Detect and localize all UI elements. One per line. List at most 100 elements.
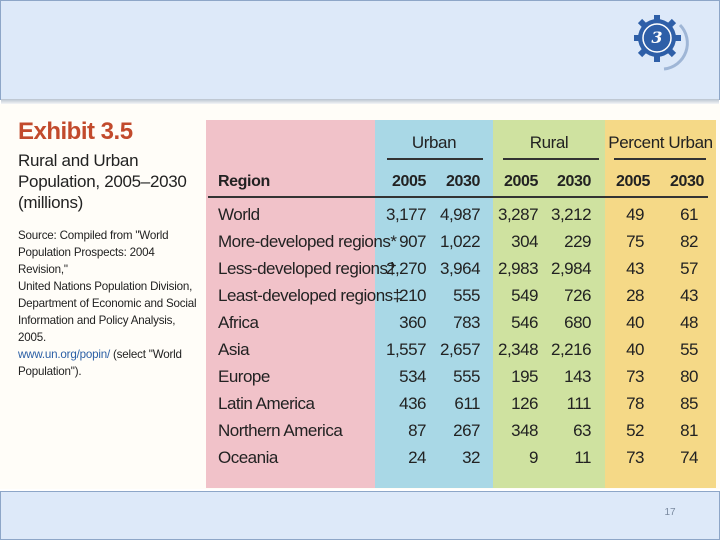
source-url-suffix: (select "World	[109, 348, 182, 361]
pct-2030-cell: 82	[680, 232, 698, 251]
table-row: World 3,177 4,987 3,287 3,212 49 61	[206, 205, 716, 232]
pct-2005-cell: 78	[626, 394, 644, 413]
region-cell: Northern America	[218, 421, 343, 440]
urban-2030-cell: 3,964	[440, 259, 481, 278]
table-row: More-developed regions* 907 1,022 304 22…	[206, 232, 716, 259]
rural-2005-cell: 549	[511, 286, 538, 305]
pct-2005-header: 2005	[616, 173, 650, 190]
rural-2030-cell: 143	[564, 367, 591, 386]
pct-2030-cell: 81	[680, 421, 698, 440]
region-cell: Least-developed regions‡	[218, 286, 402, 305]
urban-2005-cell: 210	[399, 286, 426, 305]
urban-2005-cell: 3,177	[386, 205, 427, 224]
percent-urban-column-bg	[605, 120, 716, 488]
rural-2005-header: 2005	[504, 173, 538, 190]
urban-2030-cell: 32	[462, 448, 480, 467]
slide-number: 3	[651, 28, 663, 47]
rural-2005-cell: 304	[511, 232, 538, 251]
urban-2005-cell: 2,270	[386, 259, 427, 278]
rural-header-rule	[503, 158, 599, 160]
pct-2005-cell: 28	[626, 286, 644, 305]
rural-2005-cell: 9	[529, 448, 538, 467]
table-row: Northern America 87 267 348 63 52 81	[206, 421, 716, 448]
source-url-line: www.un.org/popin/ (select "World	[18, 346, 204, 363]
pct-2030-cell: 43	[680, 286, 698, 305]
urban-2030-cell: 783	[453, 313, 480, 332]
table-row: Latin America 436 611 126 111 78 85	[206, 394, 716, 421]
urban-header-rule	[387, 158, 483, 160]
urban-2030-header: 2030	[446, 173, 480, 190]
rural-2005-cell: 3,287	[498, 205, 539, 224]
region-cell: Latin America	[218, 394, 315, 413]
population-table: Urban Rural Percent Urban Region 2005 20…	[206, 120, 716, 488]
table-row: Least-developed regions‡ 210 555 549 726…	[206, 286, 716, 313]
table-row: Oceania 24 32 9 11 73 74	[206, 448, 716, 475]
rural-2030-cell: 726	[564, 286, 591, 305]
gear-icon	[633, 14, 689, 71]
rural-2030-cell: 2,984	[551, 259, 592, 278]
rural-column-bg	[493, 120, 605, 488]
urban-2030-cell: 611	[454, 394, 480, 413]
source-url[interactable]: www.un.org/popin/	[18, 348, 110, 361]
slide-title-band	[0, 0, 720, 105]
region-cell: Less-developed regions†	[218, 259, 397, 278]
subtitle-line: Rural and Urban	[18, 151, 139, 170]
region-cell: World	[218, 205, 260, 224]
urban-2005-cell: 436	[399, 394, 426, 413]
region-cell: Europe	[218, 367, 270, 386]
exhibit-caption: Exhibit 3.5 Rural and Urban Population, …	[18, 118, 204, 380]
region-column-bg	[206, 120, 375, 488]
rural-2030-header: 2030	[557, 173, 591, 190]
source-line: United Nations Population Division,	[18, 280, 193, 293]
urban-2005-cell: 907	[399, 232, 426, 251]
subtitle-line: Population, 2005–2030	[18, 172, 187, 191]
header-separator	[208, 196, 708, 198]
source-line: Population").	[18, 365, 82, 378]
region-cell: Oceania	[218, 448, 278, 467]
subtitle-line: (millions)	[18, 193, 84, 212]
pct-2005-cell: 43	[626, 259, 644, 278]
region-cell: Africa	[218, 313, 259, 332]
rural-2030-cell: 2,216	[551, 340, 592, 359]
rural-2005-cell: 2,348	[498, 340, 539, 359]
urban-2030-cell: 555	[453, 367, 480, 386]
table-row: Africa 360 783 546 680 40 48	[206, 313, 716, 340]
rural-2005-cell: 348	[511, 421, 538, 440]
exhibit-title: Exhibit 3.5	[18, 118, 133, 145]
pct-2030-cell: 48	[680, 313, 698, 332]
slide-footer-band	[0, 491, 720, 540]
pct-2030-cell: 57	[680, 259, 698, 278]
pct-2005-cell: 73	[626, 448, 644, 467]
exhibit-subtitle: Rural and Urban Population, 2005–2030 (m…	[18, 150, 204, 213]
urban-2005-cell: 1,557	[386, 340, 427, 359]
source-line: Department of Economic and Social	[18, 297, 197, 310]
source-note: Source: Compiled from "World Population …	[18, 227, 204, 380]
urban-2030-cell: 267	[453, 421, 480, 440]
rural-2030-cell: 11	[574, 448, 591, 467]
urban-2005-header: 2005	[392, 173, 426, 190]
rural-2005-cell: 126	[511, 394, 538, 413]
table-row: Less-developed regions† 2,270 3,964 2,98…	[206, 259, 716, 286]
rural-2030-cell: 3,212	[551, 205, 592, 224]
rural-2005-cell: 546	[511, 313, 538, 332]
urban-2005-cell: 534	[399, 367, 426, 386]
urban-2030-cell: 1,022	[440, 232, 481, 251]
urban-2005-cell: 24	[408, 448, 426, 467]
rural-2030-cell: 63	[573, 421, 591, 440]
region-cell: More-developed regions*	[218, 232, 397, 251]
pct-2030-header: 2030	[670, 173, 704, 190]
table-row: Asia 1,557 2,657 2,348 2,216 40 55	[206, 340, 716, 367]
rural-2005-cell: 195	[511, 367, 538, 386]
region-cell: Asia	[218, 340, 250, 359]
urban-group-header: Urban	[411, 133, 457, 152]
page-number: 17	[664, 507, 676, 518]
urban-column-bg	[375, 120, 493, 488]
rural-2030-cell: 111	[566, 394, 592, 413]
pct-2030-cell: 61	[680, 205, 698, 224]
source-line: Information and Policy Analysis, 2005.	[18, 314, 176, 344]
pct-2005-cell: 40	[626, 313, 644, 332]
urban-2030-cell: 555	[453, 286, 480, 305]
rural-group-header: Rural	[529, 133, 569, 152]
rural-2005-cell: 2,983	[498, 259, 539, 278]
urban-2030-cell: 2,657	[440, 340, 481, 359]
